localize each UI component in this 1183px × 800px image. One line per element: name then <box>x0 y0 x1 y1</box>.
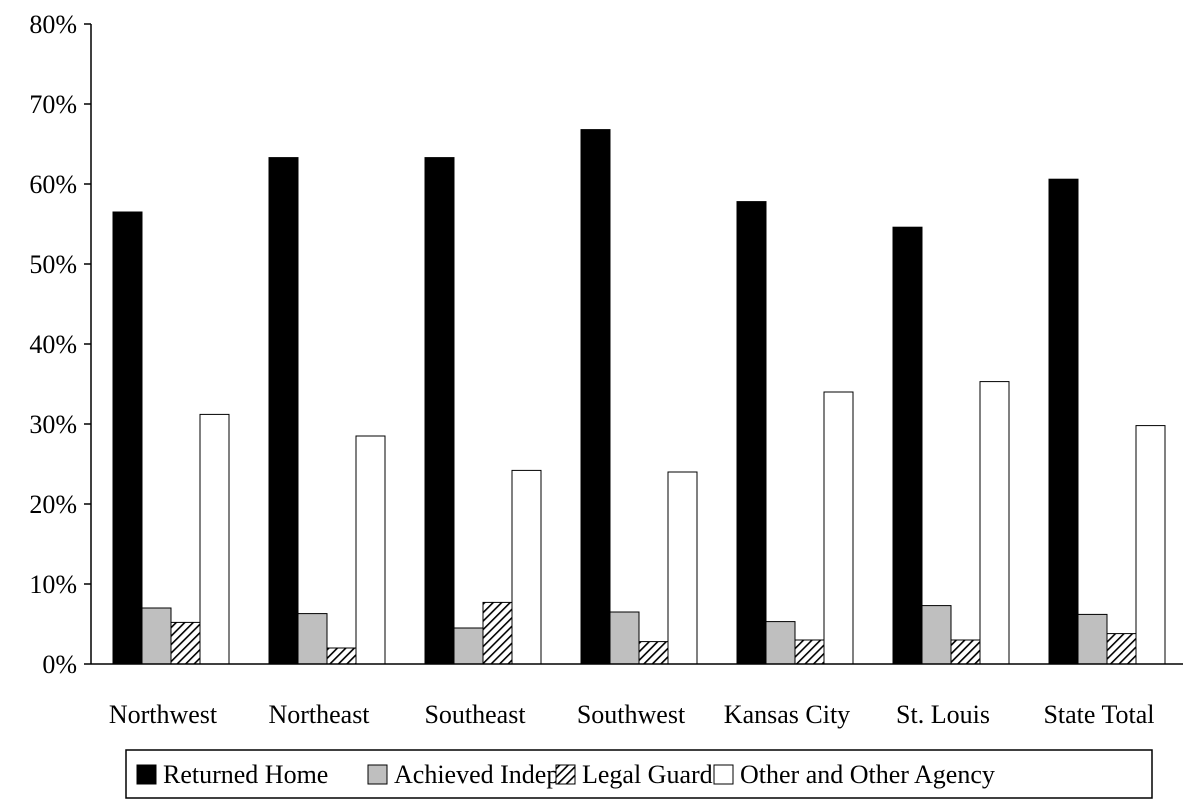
bar-other-and-other-agency-northeast <box>355 435 386 665</box>
bar-achieved-indep-st-louis <box>921 605 952 665</box>
bar-legal-guard-st-louis <box>950 639 981 665</box>
y-tick-label: 30% <box>29 410 77 439</box>
bar-returned-home-northeast <box>268 157 299 665</box>
y-tick-label: 10% <box>29 570 77 599</box>
x-category-label: State Total <box>1043 700 1154 729</box>
y-tick-label: 60% <box>29 170 77 199</box>
bar-returned-home-st-louis <box>892 226 923 665</box>
y-tick-label: 80% <box>29 10 77 39</box>
y-tick-label: 50% <box>29 250 77 279</box>
bars <box>112 129 1166 665</box>
y-tick-label: 70% <box>29 90 77 119</box>
legend-swatch <box>713 764 734 785</box>
bar-legal-guard-state-total <box>1106 633 1137 665</box>
x-category-label: Southwest <box>577 700 686 729</box>
legend: Returned Home Achieved Indep. Legal Guard.… <box>125 749 1153 799</box>
bar-returned-home-southwest <box>580 129 611 665</box>
bar-legal-guard-northwest <box>170 621 201 665</box>
bar-returned-home-state-total <box>1048 178 1079 665</box>
legend-label: Legal Guard. <box>582 760 719 789</box>
y-axis: 0% 10% 20% 30% 40% 50% 60% 70% 80% <box>29 10 92 679</box>
y-tick-label: 20% <box>29 490 77 519</box>
bar-legal-guard-southwest <box>638 641 669 665</box>
legend-label: Achieved Indep. <box>394 760 566 789</box>
x-category-label: Kansas City <box>724 700 850 729</box>
x-category-label: St. Louis <box>896 700 990 729</box>
x-category-label: Southeast <box>424 700 526 729</box>
legend-box <box>125 749 1153 799</box>
y-tick-label: 0% <box>42 650 77 679</box>
x-category-label: Northwest <box>109 700 218 729</box>
bar-legal-guard-kansas-city <box>794 639 825 665</box>
legend-label: Returned Home <box>163 760 328 789</box>
legend-swatch <box>555 764 576 785</box>
legend-swatch <box>367 764 388 785</box>
bar-returned-home-southeast <box>424 157 455 665</box>
bar-other-and-other-agency-kansas-city <box>823 391 854 665</box>
bar-achieved-indep-northwest <box>141 607 172 665</box>
legend-label: Other and Other Agency <box>740 760 995 789</box>
bar-achieved-indep-kansas-city <box>765 621 796 665</box>
bar-legal-guard-northeast <box>326 647 357 665</box>
bar-other-and-other-agency-northwest <box>199 413 230 665</box>
bar-other-and-other-agency-southeast <box>511 469 542 665</box>
bar-other-and-other-agency-st-louis <box>979 381 1010 665</box>
x-category-label: Northeast <box>268 700 370 729</box>
bar-returned-home-kansas-city <box>736 201 767 665</box>
bar-other-and-other-agency-southwest <box>667 471 698 665</box>
y-tick-label: 40% <box>29 330 77 359</box>
legend-swatch <box>136 764 157 785</box>
bar-legal-guard-southeast <box>482 601 513 665</box>
bar-other-and-other-agency-state-total <box>1135 425 1166 665</box>
bar-achieved-indep-state-total <box>1077 613 1108 665</box>
x-axis: Northwest Northeast Southeast Southwest Kans… <box>91 663 1183 729</box>
bar-achieved-indep-southwest <box>609 611 640 665</box>
bar-achieved-indep-southeast <box>453 627 484 665</box>
bar-achieved-indep-northeast <box>297 613 328 665</box>
bar-returned-home-northwest <box>112 211 143 665</box>
